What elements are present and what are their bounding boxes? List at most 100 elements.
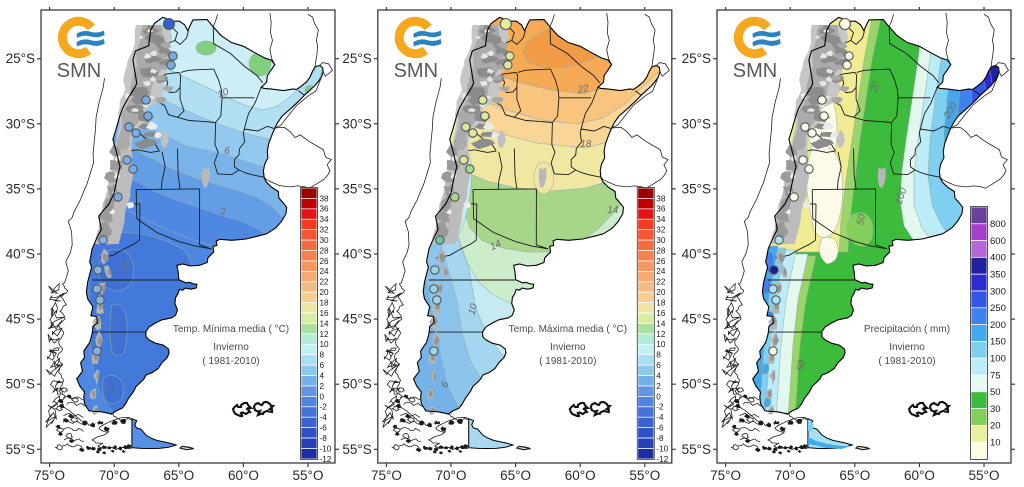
svg-text:10: 10 (656, 340, 666, 349)
svg-text:( 1981-2010): ( 1981-2010) (202, 356, 259, 367)
svg-text:-6: -6 (656, 424, 664, 433)
svg-text:75°O: 75°O (371, 468, 402, 483)
svg-text:0: 0 (320, 392, 325, 401)
svg-text:30: 30 (656, 236, 666, 245)
svg-text:60°O: 60°O (904, 468, 935, 483)
svg-text:35°S: 35°S (6, 181, 35, 196)
svg-text:75°O: 75°O (34, 468, 65, 483)
svg-text:70°O: 70°O (775, 468, 806, 483)
svg-text:50: 50 (990, 387, 1001, 398)
svg-text:-4: -4 (320, 413, 328, 422)
svg-text:SMN: SMN (57, 60, 101, 82)
svg-text:20: 20 (656, 288, 666, 297)
svg-text:10: 10 (320, 340, 330, 349)
svg-text:-8: -8 (320, 434, 328, 443)
svg-text:38: 38 (656, 194, 666, 203)
svg-text:50: 50 (795, 359, 808, 372)
svg-text:16: 16 (320, 309, 330, 318)
svg-text:6: 6 (656, 361, 661, 370)
svg-text:300: 300 (990, 286, 1006, 297)
svg-text:6: 6 (320, 361, 325, 370)
svg-text:12: 12 (656, 330, 666, 339)
svg-text:250: 250 (990, 303, 1006, 314)
svg-text:26: 26 (320, 257, 330, 266)
svg-text:26: 26 (656, 257, 666, 266)
svg-text:18: 18 (656, 299, 666, 308)
svg-text:16: 16 (656, 309, 666, 318)
svg-text:70°O: 70°O (99, 468, 130, 483)
svg-text:22: 22 (320, 278, 330, 287)
svg-text:28: 28 (320, 246, 330, 255)
svg-text:50°S: 50°S (6, 377, 35, 392)
svg-text:36: 36 (656, 205, 666, 214)
svg-text:Invierno: Invierno (213, 342, 249, 353)
svg-text:10: 10 (467, 302, 481, 316)
svg-text:24: 24 (656, 267, 666, 276)
svg-text:-12: -12 (656, 455, 668, 464)
svg-text:50: 50 (855, 213, 868, 226)
svg-text:38: 38 (320, 194, 330, 203)
svg-text:75°O: 75°O (710, 468, 741, 483)
svg-text:45°S: 45°S (342, 312, 371, 327)
svg-text:22: 22 (576, 83, 590, 96)
svg-text:4: 4 (320, 371, 325, 380)
svg-text:10: 10 (216, 86, 231, 100)
svg-text:34: 34 (320, 215, 330, 224)
svg-text:45°S: 45°S (682, 312, 711, 327)
svg-text:40°S: 40°S (6, 247, 35, 262)
svg-text:60°O: 60°O (228, 468, 259, 483)
svg-text:65°O: 65°O (500, 468, 531, 483)
svg-text:600: 600 (990, 236, 1006, 247)
svg-text:65°O: 65°O (839, 468, 870, 483)
svg-text:14: 14 (656, 319, 666, 328)
svg-text:-4: -4 (656, 413, 664, 422)
svg-text:25°S: 25°S (682, 51, 711, 66)
svg-text:14: 14 (607, 205, 619, 216)
svg-text:55°S: 55°S (342, 442, 371, 457)
svg-text:800: 800 (990, 219, 1006, 230)
svg-text:25°S: 25°S (6, 51, 35, 66)
svg-text:SMN: SMN (394, 60, 438, 82)
svg-text:400: 400 (990, 253, 1006, 264)
svg-text:Temp. Máxima media ( °C): Temp. Máxima media ( °C) (509, 324, 627, 335)
svg-text:2: 2 (320, 382, 325, 391)
svg-text:200: 200 (990, 320, 1006, 331)
svg-text:28: 28 (656, 246, 666, 255)
svg-text:4: 4 (656, 371, 661, 380)
svg-text:350: 350 (990, 270, 1006, 281)
svg-text:36: 36 (320, 205, 330, 214)
svg-text:( 1981-2010): ( 1981-2010) (878, 356, 935, 367)
svg-text:0: 0 (656, 392, 661, 401)
svg-text:-12: -12 (320, 455, 332, 464)
svg-text:10: 10 (990, 438, 1001, 449)
svg-text:100: 100 (990, 354, 1006, 365)
svg-text:-2: -2 (656, 403, 664, 412)
svg-text:35°S: 35°S (682, 181, 711, 196)
svg-text:2: 2 (219, 207, 226, 218)
svg-text:18: 18 (320, 299, 330, 308)
svg-text:14: 14 (320, 319, 330, 328)
svg-text:55°S: 55°S (682, 442, 711, 457)
svg-text:6: 6 (224, 146, 230, 157)
svg-text:50°S: 50°S (682, 377, 711, 392)
svg-text:18: 18 (580, 139, 592, 150)
svg-text:-2: -2 (104, 384, 117, 396)
svg-text:20: 20 (990, 421, 1001, 432)
svg-text:Temp. Mínima media ( °C): Temp. Mínima media ( °C) (173, 324, 289, 335)
svg-text:70°O: 70°O (436, 468, 467, 483)
svg-text:55°O: 55°O (629, 468, 660, 483)
svg-text:34: 34 (656, 215, 666, 224)
svg-text:12: 12 (320, 330, 330, 339)
svg-text:2: 2 (656, 382, 661, 391)
svg-text:Invierno: Invierno (550, 342, 586, 353)
svg-text:-2: -2 (119, 261, 133, 274)
svg-text:150: 150 (990, 337, 1006, 348)
svg-text:24: 24 (320, 267, 330, 276)
svg-text:50°S: 50°S (342, 377, 371, 392)
svg-text:30°S: 30°S (6, 116, 35, 131)
svg-text:75: 75 (990, 370, 1001, 381)
svg-text:-10: -10 (656, 444, 668, 453)
svg-text:30: 30 (990, 404, 1001, 415)
svg-text:-2: -2 (320, 403, 328, 412)
svg-text:55°O: 55°O (969, 468, 1000, 483)
